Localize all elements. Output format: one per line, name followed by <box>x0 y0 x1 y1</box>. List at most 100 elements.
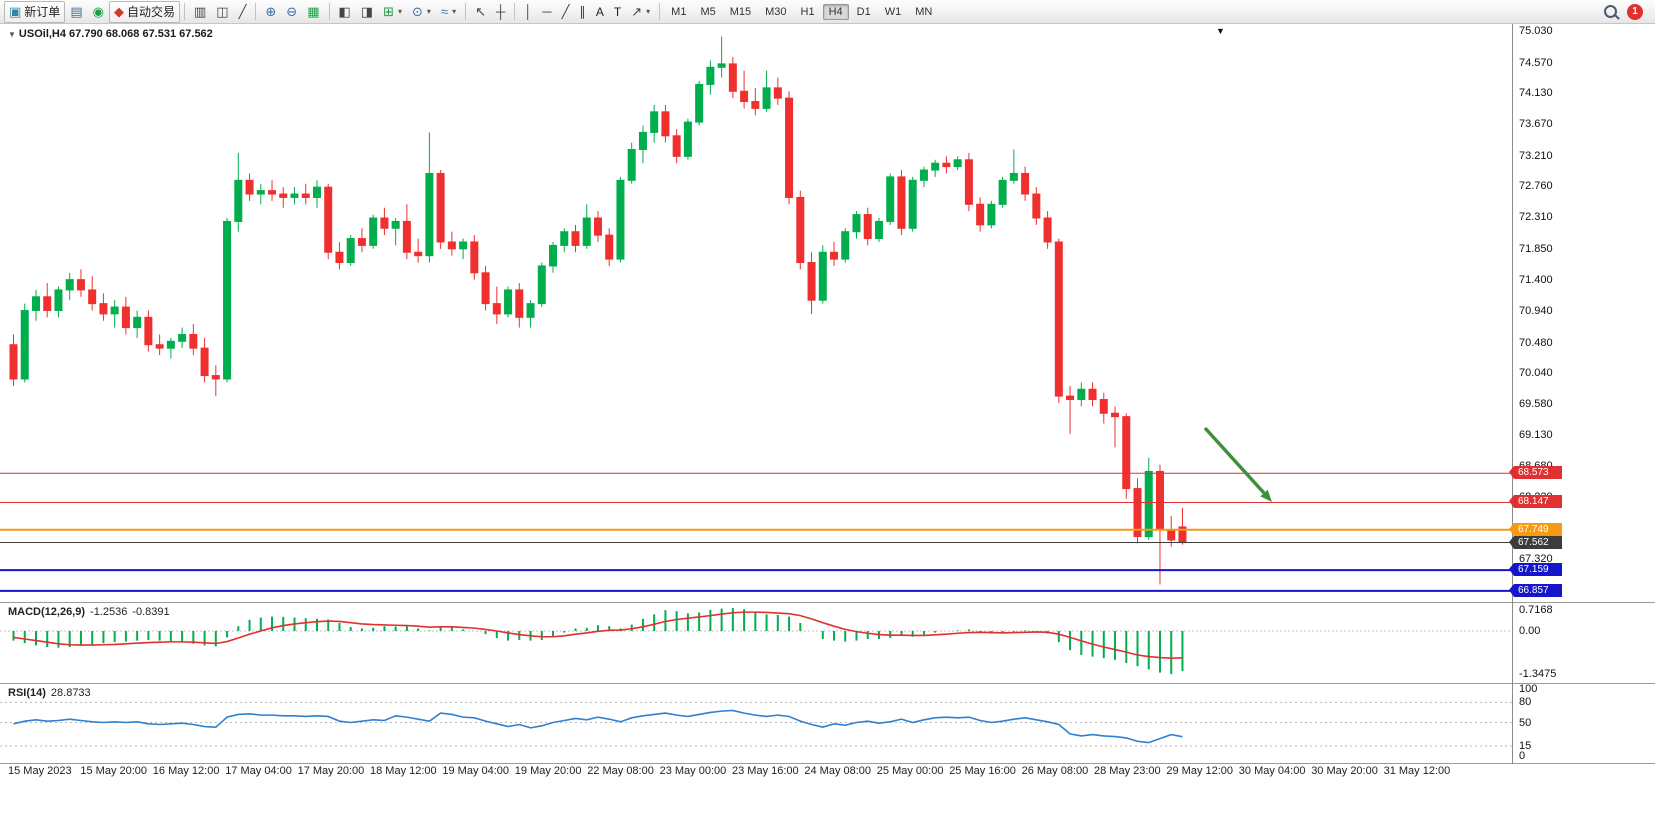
toolbar-separator <box>465 3 467 20</box>
auto-trading-button[interactable]: ◆ 自动交易 <box>108 0 180 23</box>
cascade-windows-button[interactable]: ◨ <box>356 1 378 23</box>
timeframe-h4[interactable]: H4 <box>822 3 849 20</box>
candle-up <box>391 220 400 229</box>
cursor-tool-button[interactable]: ↖ <box>470 1 491 23</box>
candle-down <box>605 234 614 260</box>
candle-up <box>312 186 321 198</box>
panel-separator[interactable] <box>0 683 1655 684</box>
tile-windows-button[interactable]: ◧ <box>334 1 356 23</box>
horizontal-line-tool-button[interactable]: ─ <box>537 1 556 23</box>
trendline-tool-button[interactable]: ╱ <box>557 1 575 23</box>
candle-down <box>481 272 490 305</box>
candle-down <box>863 214 872 240</box>
collapse-caret-icon[interactable]: ▼ <box>8 30 16 39</box>
timeframe-h1[interactable]: H1 <box>800 5 815 18</box>
timeframe-w1[interactable]: W1 <box>884 5 902 18</box>
candlestick-chart-button[interactable]: ◫ <box>211 1 233 23</box>
price-line-tag: 67.749 <box>1509 522 1562 536</box>
price-line-tag: 67.562 <box>1509 535 1562 549</box>
auto-trading-label: 自动交易 <box>126 5 175 19</box>
candle-up <box>841 231 850 260</box>
price-axis-label: 73.670 <box>1519 118 1553 131</box>
tile-grid-button[interactable]: ▦ <box>302 1 324 23</box>
crosshair-tool-button[interactable]: ┼ <box>491 1 510 23</box>
candle-down <box>211 375 220 380</box>
candle-down <box>470 241 479 274</box>
macd-axis-label: 0.00 <box>1519 625 1541 637</box>
candle-down <box>436 172 445 243</box>
zoom-out-button[interactable]: ⊖ <box>281 1 302 23</box>
candle-down <box>593 217 602 236</box>
chevron-down-icon: ▾ <box>646 7 651 16</box>
panel-separator[interactable] <box>0 602 1655 603</box>
panel-separator <box>0 763 1655 764</box>
candle-up <box>537 265 546 305</box>
new-chart-button[interactable]: ⊞ ▾ <box>378 1 407 23</box>
candle-up <box>256 190 265 195</box>
notification-badge[interactable]: 1 <box>1627 3 1643 20</box>
text-label-tool-button[interactable]: T <box>609 1 626 23</box>
candle-up <box>549 244 558 267</box>
candle-down <box>43 296 52 311</box>
text-tool-button[interactable]: A <box>591 1 609 23</box>
timeframe-m30[interactable]: M30 <box>765 5 787 18</box>
candle-down <box>796 196 805 264</box>
line-chart-button[interactable]: ╱ <box>234 1 252 23</box>
main-chart-panel[interactable] <box>0 24 1512 602</box>
time-axis-label: 23 May 00:00 <box>659 765 727 777</box>
channel-tool-button[interactable]: ∥ <box>574 1 591 23</box>
rsi-panel[interactable] <box>0 684 1512 763</box>
zoom-in-button[interactable]: ⊕ <box>260 1 281 23</box>
toolbar: ▣ 新订单 ▤ ◉ ◆ 自动交易 ▥ ◫ ╱ ⊕ ⊖ ▦ ◧ ◨ ⊞ ▾ ⊙ ▾ <box>0 0 1655 24</box>
indicators-button[interactable]: ≈ ▾ <box>436 1 461 23</box>
navigator-button[interactable]: ◉ <box>88 1 109 23</box>
rsi-axis-label: 80 <box>1519 696 1532 709</box>
periods-button[interactable]: ⊙ ▾ <box>407 1 436 23</box>
rsi-axis-label: 15 <box>1519 739 1532 752</box>
macd-axis-label: 0.7168 <box>1519 604 1553 616</box>
search-icon[interactable] <box>1604 5 1617 18</box>
timeframe-mn[interactable]: MN <box>915 5 933 18</box>
time-axis-label: 15 May 2023 <box>8 765 72 777</box>
shapes-tool-button[interactable]: ↗ ▾ <box>626 1 655 23</box>
candle-up <box>369 217 378 246</box>
timeframe-m15[interactable]: M15 <box>729 5 752 18</box>
candle-up <box>133 316 142 329</box>
candle-down <box>1122 416 1131 490</box>
chevron-down-icon: ▾ <box>452 7 457 16</box>
new-order-button[interactable]: ▣ 新订单 <box>4 0 66 23</box>
time-axis-label: 24 May 08:00 <box>804 765 872 777</box>
timeframe-m1[interactable]: M1 <box>671 5 687 18</box>
candle-down <box>1043 217 1052 243</box>
bar-chart-button[interactable]: ▥ <box>189 1 211 23</box>
zoom-out-icon: ⊖ <box>286 3 298 19</box>
candle-up <box>931 162 940 171</box>
price-axis-label: 70.480 <box>1519 336 1553 349</box>
candle-up <box>1144 470 1153 538</box>
candle-down <box>1111 412 1120 418</box>
price-axis-label: 73.210 <box>1519 149 1553 162</box>
time-axis-label: 22 May 08:00 <box>587 765 654 777</box>
new-chart-icon: ⊞ <box>383 3 394 19</box>
price-axis-label: 69.130 <box>1519 429 1553 442</box>
vertical-line-tool-button[interactable]: │ <box>519 1 537 23</box>
macd-panel[interactable] <box>0 603 1512 683</box>
market-watch-button[interactable]: ▤ <box>65 1 87 23</box>
toolbar-separator <box>328 3 330 20</box>
candle-up <box>582 217 591 246</box>
candle-down <box>155 344 164 349</box>
candle-down <box>728 63 737 92</box>
rsi-value: 28.8733 <box>50 687 91 699</box>
price-line-tag: 68.573 <box>1509 466 1562 480</box>
timeframe-m5[interactable]: M5 <box>700 5 716 18</box>
timeframe-d1[interactable]: D1 <box>856 5 871 18</box>
candle-down <box>1099 399 1108 414</box>
chart-shift-marker-icon[interactable]: ▼ <box>1216 26 1225 36</box>
candle-down <box>1167 529 1176 541</box>
price-line-tag: 66.857 <box>1509 583 1562 597</box>
toolbar-separator <box>255 3 257 20</box>
time-axis-label: 19 May 20:00 <box>514 765 582 777</box>
price-line-tag: 68.147 <box>1509 495 1562 509</box>
cursor-icon: ↖ <box>475 3 486 19</box>
annotation-arrow-head <box>1260 489 1272 502</box>
